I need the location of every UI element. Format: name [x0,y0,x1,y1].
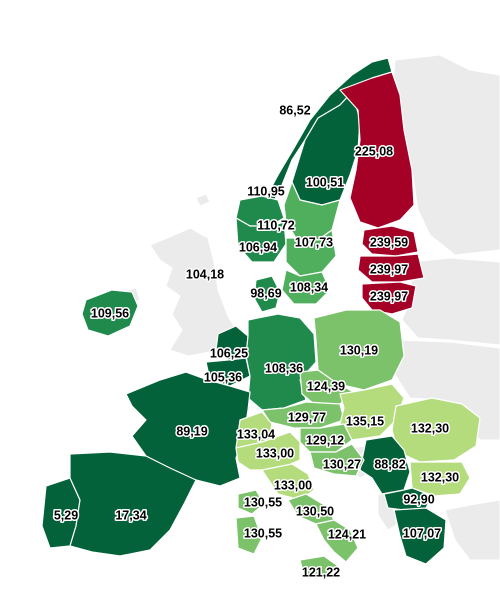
region-sicily [299,555,339,579]
value-label-italy-central: 133,00 [274,478,312,492]
data-regions [41,57,481,579]
value-label-spain: 17,34 [115,508,146,522]
region-estonia [361,225,419,257]
value-label-greece: 107,07 [403,526,441,540]
region-sweden-southmost [281,269,331,305]
value-label-serbia: 88,82 [374,457,405,471]
value-label-sweden-southmost: 108,34 [290,280,328,294]
value-label-slovenia-croatia: 129,12 [306,433,344,447]
value-label-lithuania: 239,97 [370,289,408,303]
value-label-croatia: 130,27 [323,457,361,471]
value-label-ireland: 109,56 [91,306,129,320]
value-label-switzerland-north-italy: 133,04 [237,427,275,441]
land-turkey [444,499,500,561]
value-label-norway-southwest: 106,94 [239,240,277,254]
value-label-czechia: 124,39 [307,379,345,393]
value-label-italy-north: 133,00 [256,446,294,460]
value-label-romania: 132,30 [411,421,449,435]
region-greece-north [383,487,433,511]
value-label-latvia: 239,97 [370,262,408,276]
value-label-portugal: 5,29 [54,508,78,522]
value-label-united-kingdom: 104,18 [186,267,224,281]
region-finland [339,71,415,229]
region-poland [313,309,405,391]
land-united-kingdom [149,227,241,357]
value-label-poland: 130,19 [340,343,378,357]
region-denmark [253,275,281,313]
region-sardinia-north [237,489,265,515]
region-slovakia-hungary [339,383,405,441]
value-label-austria: 129,77 [288,410,326,424]
value-label-bulgaria: 132,30 [421,470,459,484]
value-label-france: 89,19 [176,424,207,438]
region-germany [245,313,317,411]
value-label-belgium: 105,36 [204,370,242,384]
value-label-norway-south: 110,95 [247,184,285,198]
region-lithuania [361,281,417,315]
region-latvia [357,253,425,283]
value-label-denmark: 98,69 [250,286,281,300]
value-label-greece-north: 92,90 [403,492,434,506]
value-label-sardinia-north: 130,55 [244,495,282,509]
value-label-germany: 108,36 [265,361,303,375]
region-slovenia-croatia [299,423,353,453]
region-italy-central [261,463,315,501]
value-labels: 86,52 100,51 225,08 110,95 110,72 106,94 107,7… [52,102,460,581]
land-iceland-faroe [195,193,211,207]
value-label-sweden-mid: 110,72 [257,218,295,232]
region-spain [69,451,197,557]
value-label-sardinia: 130,55 [244,526,282,540]
region-greece [393,507,447,565]
value-label-estonia: 239,59 [370,235,408,249]
value-label-sicily: 121,22 [302,565,340,579]
region-sardinia [235,515,263,555]
value-label-slovakia-hungary: 135,15 [346,414,384,428]
value-label-italy-south-central: 130,50 [296,504,334,518]
region-france [125,371,251,487]
value-label-sweden-south: 107,73 [295,235,333,249]
region-italy-south [315,519,359,563]
region-ireland [81,289,139,337]
value-label-italy-south: 124,21 [328,527,366,541]
value-label-finland: 225,08 [355,144,393,158]
value-label-netherlands: 106,25 [210,346,248,360]
value-label-sweden-north: 100,51 [306,175,344,189]
region-sweden-south [285,229,337,277]
value-label-norway-north: 86,52 [279,103,310,117]
region-italy-north [235,431,301,471]
region-croatia [309,443,365,477]
